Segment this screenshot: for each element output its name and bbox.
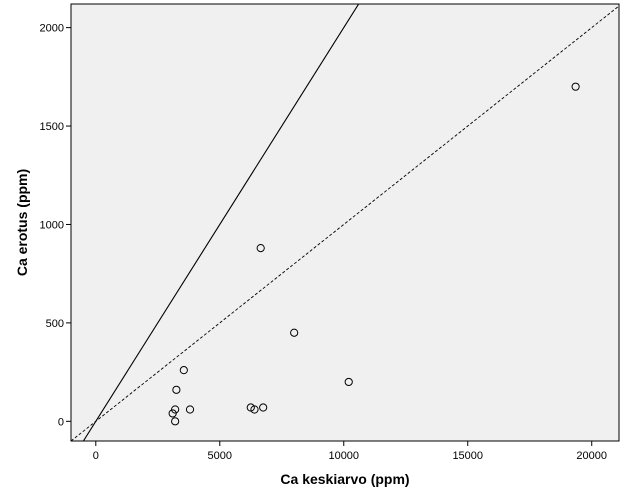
reference-lines <box>71 4 619 441</box>
data-points <box>168 82 580 426</box>
y-tick-label: 500 <box>46 318 64 330</box>
data-point <box>171 405 180 414</box>
x-tick-label: 10000 <box>328 450 359 462</box>
data-point <box>179 366 188 375</box>
data-point <box>250 405 259 414</box>
data-point <box>344 377 353 387</box>
data-point <box>172 385 181 394</box>
reference-line-solid <box>82 4 360 441</box>
x-axis-label: Ca keskiarvo (ppm) <box>280 471 409 487</box>
data-point <box>185 405 195 414</box>
x-tick-label: 15000 <box>452 450 483 462</box>
y-tick-label: 1500 <box>40 121 64 133</box>
x-axis-ticks: 0 5000 10000 15000 20000 <box>93 441 607 462</box>
reference-line-dashed <box>71 5 619 441</box>
data-point <box>171 417 180 426</box>
data-point <box>256 243 265 253</box>
data-point <box>571 82 580 91</box>
y-tick-label: 1000 <box>40 219 64 231</box>
x-tick-label: 0 <box>93 450 99 462</box>
x-tick-label: 5000 <box>208 450 232 462</box>
y-axis-label: Ca erotus (ppm) <box>14 169 30 276</box>
y-tick-label: 0 <box>58 416 64 428</box>
data-point <box>290 328 299 337</box>
y-axis-ticks: 0 500 1000 1500 2000 <box>40 23 71 428</box>
data-point <box>259 403 268 412</box>
x-tick-label: 20000 <box>576 450 607 462</box>
y-tick-label: 2000 <box>40 23 64 35</box>
